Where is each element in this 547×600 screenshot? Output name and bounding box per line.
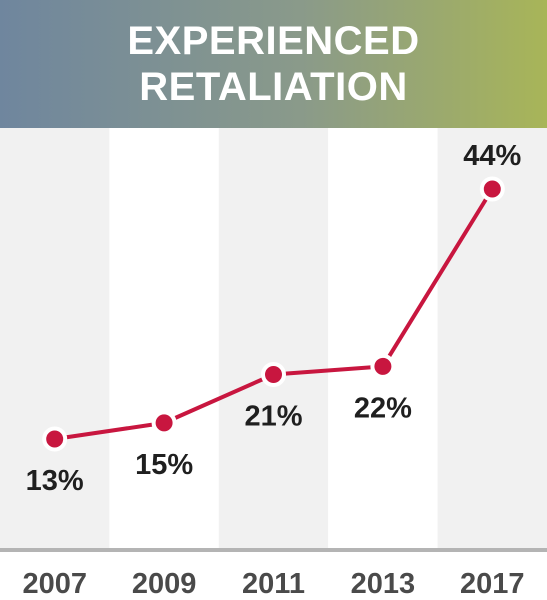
x-axis-line <box>0 548 547 552</box>
data-label: 44% <box>463 140 521 172</box>
line-chart: 13% 15% 21% 22% 44% 2007 2009 2011 2013 2017 <box>0 128 547 600</box>
background-band <box>0 128 110 548</box>
data-point <box>151 410 177 436</box>
data-point <box>479 176 505 202</box>
chart-title-line-1: EXPERIENCED <box>127 19 420 63</box>
background-band <box>109 128 219 548</box>
data-label: 13% <box>26 465 84 497</box>
data-label: 15% <box>135 449 193 481</box>
chart-header: EXPERIENCED RETALIATION <box>0 0 547 128</box>
data-point <box>261 361 286 387</box>
data-label: 21% <box>244 400 302 432</box>
chart-title-line-2: RETALIATION <box>139 65 408 109</box>
x-tick-label: 2009 <box>132 568 197 600</box>
x-tick-label: 2013 <box>351 568 416 600</box>
x-tick-label: 2007 <box>22 568 87 600</box>
x-tick-label: 2011 <box>242 568 305 600</box>
data-label: 22% <box>354 392 412 424</box>
x-tick-label: 2017 <box>460 568 525 600</box>
data-point <box>42 426 68 452</box>
background-band <box>218 128 329 548</box>
data-point <box>370 353 396 379</box>
background-band <box>328 128 438 548</box>
